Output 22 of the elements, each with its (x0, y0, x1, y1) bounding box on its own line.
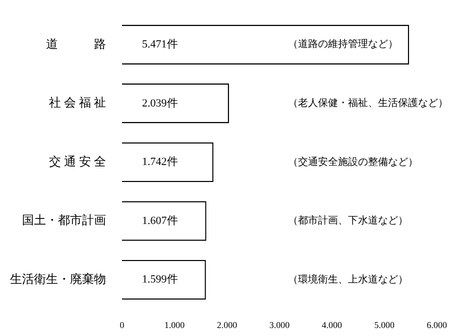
data-label: 1.599件 (142, 274, 178, 286)
y-tick-label: 社 会 福 祉 (49, 96, 106, 110)
x-tick-label: 4.000 (322, 320, 343, 330)
y-tick-label: 生活衛生・廃棄物 (10, 272, 106, 286)
y-tick-label: 交 通 安 全 (49, 154, 106, 168)
y-tick-label: 道 路 (46, 36, 106, 51)
x-tick-label: 5.000 (374, 320, 396, 330)
x-tick-label: 3.000 (269, 320, 290, 330)
data-label: 1.742件 (142, 156, 178, 168)
annotation: （老人保健・福祉、生活保護など） (288, 97, 448, 110)
annotation: （環境衛生、上水道など） (288, 273, 408, 286)
x-tick-label: 2.000 (216, 320, 238, 330)
x-tick-label: 1.000 (164, 320, 186, 330)
y-tick-label: 国土・都市計画 (22, 213, 106, 228)
annotation: （交通安全施設の整備など） (288, 156, 418, 168)
annotation: （都市計画、下水道など） (288, 214, 408, 227)
x-tick-label: 6.000 (426, 320, 448, 330)
data-label: 5.471件 (142, 38, 178, 50)
data-label: 1.607件 (142, 214, 178, 227)
annotation: （道路の維持管理など） (288, 38, 398, 50)
data-label: 2.039件 (142, 97, 178, 110)
x-tick-label: 0 (120, 320, 125, 330)
